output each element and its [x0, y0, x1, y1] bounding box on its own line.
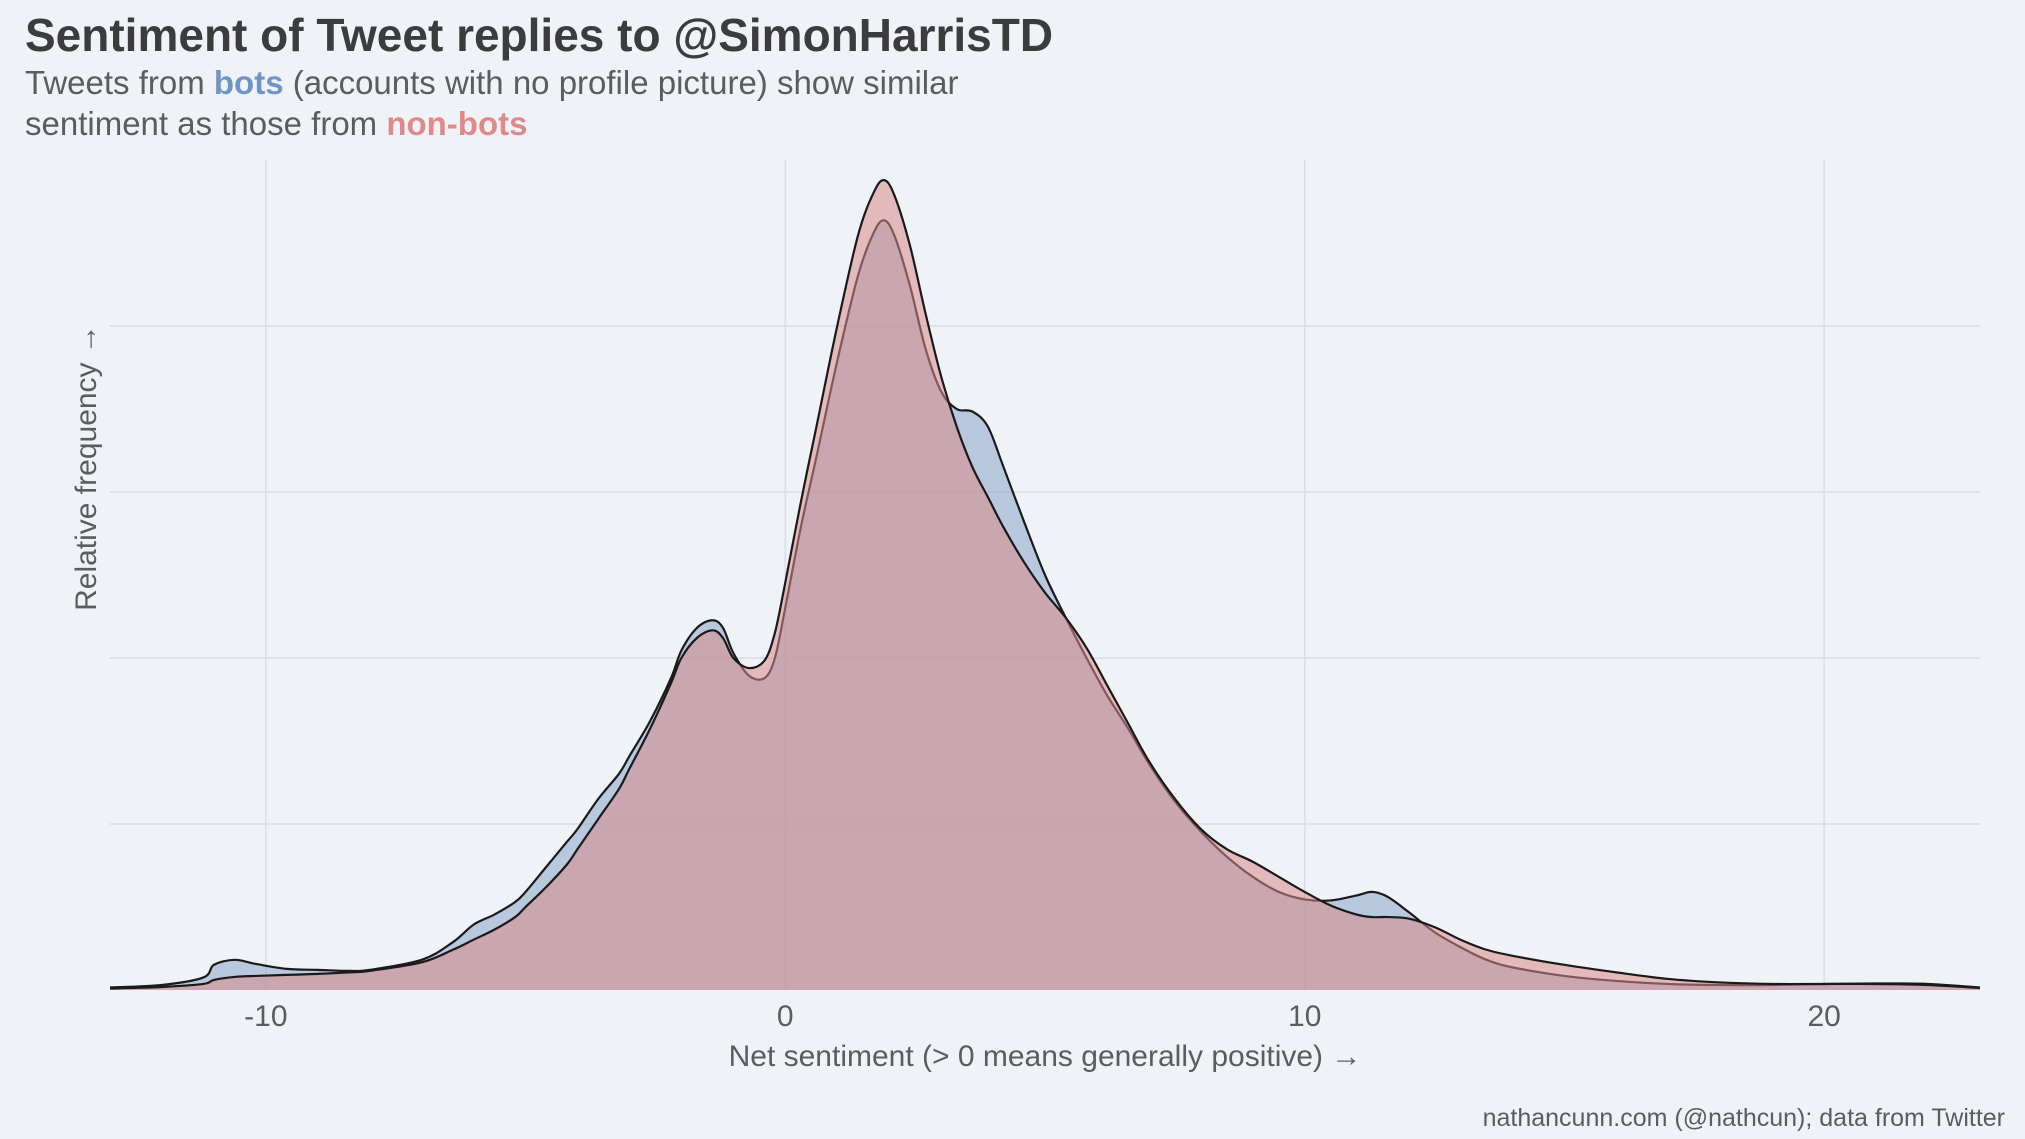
- x-tick-label: 20: [1784, 1000, 1864, 1034]
- x-axis-label: Net sentiment (> 0 means generally posit…: [110, 1040, 1980, 1074]
- subtitle-pre: Tweets from: [25, 64, 214, 101]
- plot-area: [110, 160, 1980, 990]
- subtitle-bots-word: bots: [214, 64, 284, 101]
- subtitle-nonbots-word: non-bots: [386, 105, 527, 142]
- chart-title: Sentiment of Tweet replies to @SimonHarr…: [25, 8, 1053, 62]
- subtitle-line2-pre: sentiment as those from: [25, 105, 386, 142]
- chart-page: Sentiment of Tweet replies to @SimonHarr…: [0, 0, 2025, 1139]
- x-tick-label: 0: [745, 1000, 825, 1034]
- y-axis-label: Relative frequency →: [70, 177, 104, 758]
- chart-caption: nathancunn.com (@nathcun); data from Twi…: [1483, 1104, 2005, 1133]
- x-tick-label: -10: [226, 1000, 306, 1034]
- chart-subtitle: Tweets from bots (accounts with no profi…: [25, 62, 958, 145]
- x-tick-label: 10: [1265, 1000, 1345, 1034]
- subtitle-mid: (accounts with no profile picture) show …: [284, 64, 959, 101]
- density-plot-svg: [110, 160, 1980, 990]
